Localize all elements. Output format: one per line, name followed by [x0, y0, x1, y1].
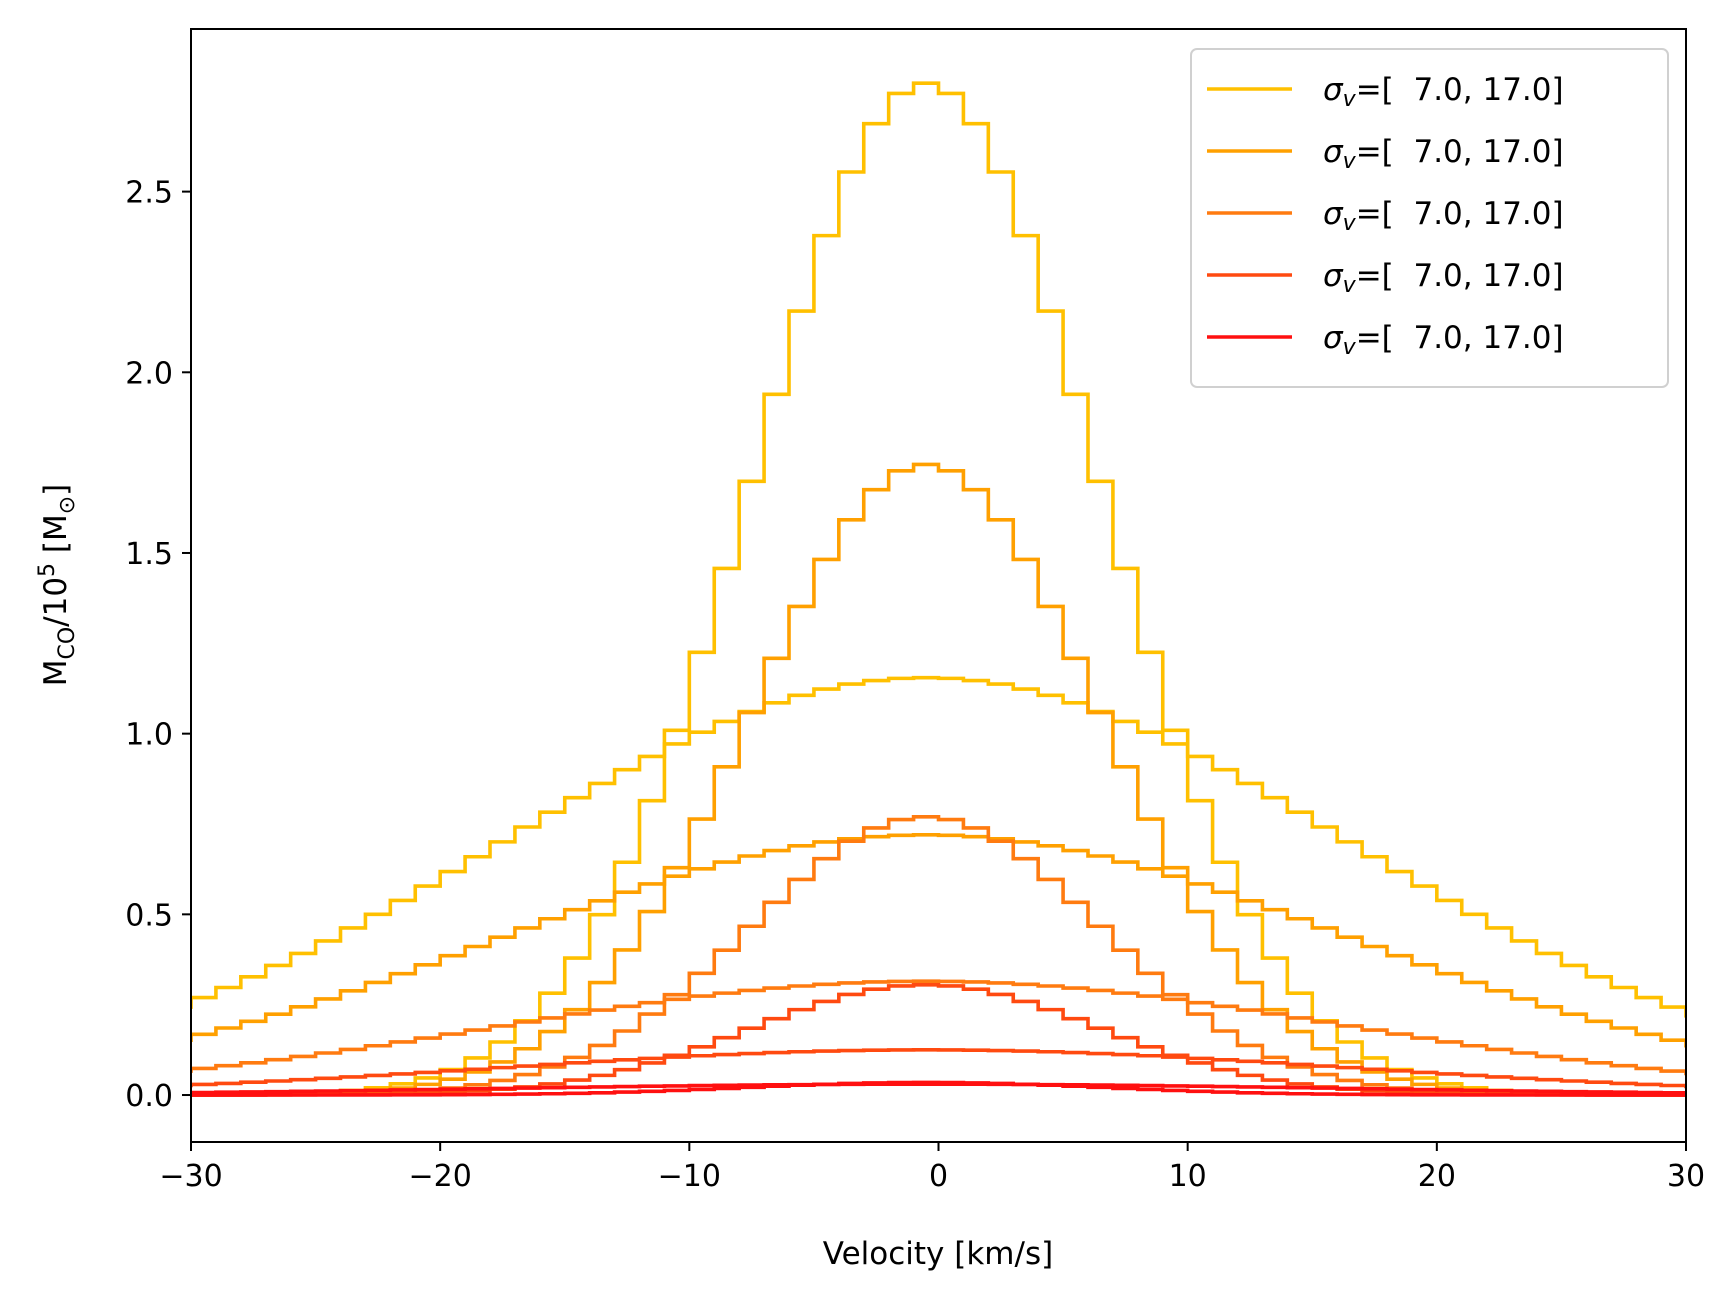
series-line-5	[191, 979, 1686, 1076]
x-tick-label: −20	[409, 1159, 472, 1194]
x-tick-label: 20	[1418, 1159, 1456, 1194]
series-line-0	[191, 81, 1686, 1097]
x-tick-label: 10	[1169, 1159, 1207, 1194]
legend: σv=[ 7.0, 17.0] σv=[ 7.0, 17.0] σv=[ 7.0, …	[1190, 48, 1669, 388]
y-axis-label-sup-5: 5	[35, 563, 60, 577]
x-tick-label: −30	[159, 1159, 222, 1194]
y-tick-label: 0.5	[125, 898, 173, 933]
y-tick-label: 1.5	[125, 537, 173, 572]
legend-label: σv=[ 7.0, 17.0]	[1323, 320, 1564, 360]
series-line-1	[191, 675, 1686, 1018]
y-axis-label-sub-sun: ⊙	[55, 496, 80, 514]
y-tick-label: 2.5	[125, 176, 173, 211]
y-axis-label: MCO/105 [M⊙]	[35, 484, 80, 687]
series-layer	[191, 81, 1686, 1097]
series-line-9	[191, 1082, 1686, 1095]
x-axis: −30 −20 −10 0 10 20 30	[159, 1142, 1705, 1194]
x-tick-label: 30	[1667, 1159, 1705, 1194]
legend-label: σv=[ 7.0, 17.0]	[1323, 196, 1564, 236]
series-line-2	[191, 462, 1686, 1097]
legend-box	[1190, 48, 1669, 388]
y-tick-label: 2.0	[125, 356, 173, 391]
legend-label: σv=[ 7.0, 17.0]	[1323, 72, 1564, 112]
x-tick-label: −10	[658, 1159, 721, 1194]
x-axis-label: Velocity [km/s]	[823, 1236, 1053, 1272]
x-tick-label: 0	[929, 1159, 948, 1194]
y-tick-label: 0.0	[125, 1079, 173, 1114]
y-tick-label: 1.0	[125, 718, 173, 753]
legend-label: σv=[ 7.0, 17.0]	[1323, 134, 1564, 174]
series-line-7	[191, 1048, 1686, 1089]
series-line-3	[191, 833, 1686, 1048]
y-axis: 0.0 0.5 1.0 1.5 2.0 2.5	[125, 176, 191, 1114]
y-axis-label-sub-co: CO	[55, 627, 80, 660]
legend-label: σv=[ 7.0, 17.0]	[1323, 258, 1564, 298]
